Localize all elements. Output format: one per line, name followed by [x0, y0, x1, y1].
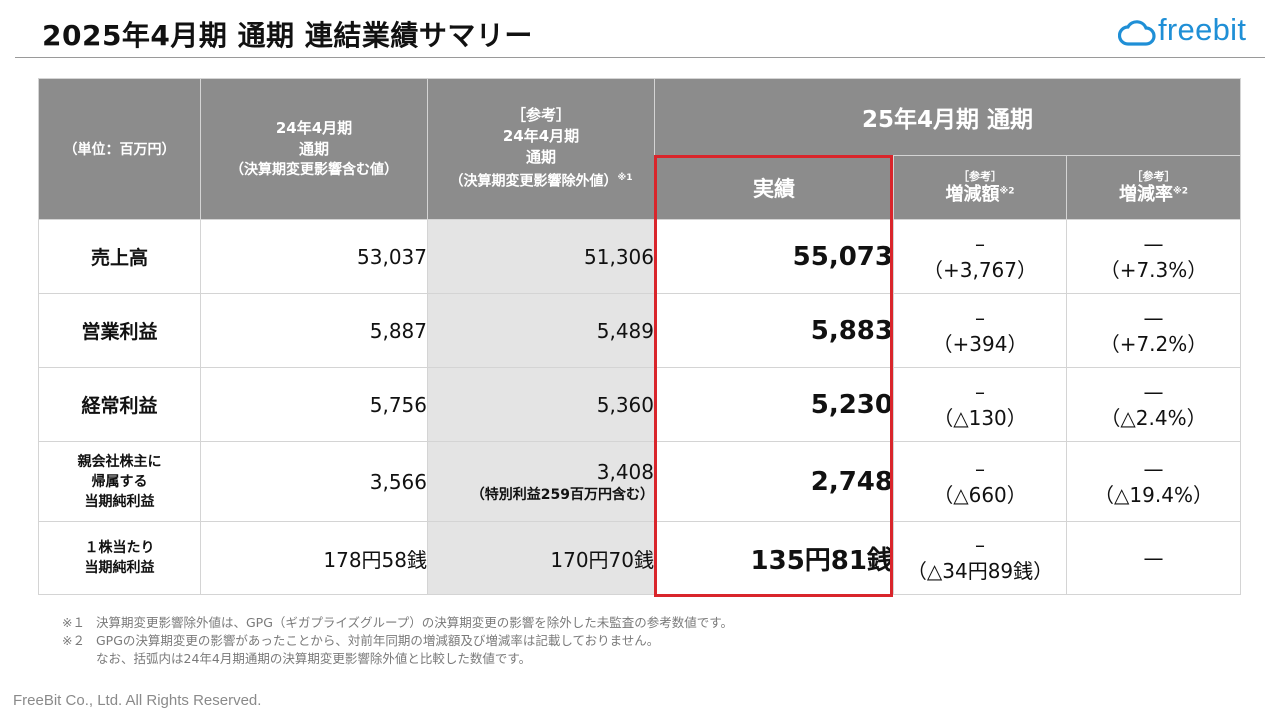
- ref-note: （特別利益259百万円含む）: [470, 486, 654, 503]
- actual-value: 5,883: [654, 293, 894, 368]
- prev-value: 53,037: [200, 219, 428, 294]
- copyright: FreeBit Co., Ltd. All Rights Reserved.: [13, 692, 262, 709]
- prev-value: 3,566: [200, 441, 428, 522]
- diff-rate: — （△19.4%）: [1066, 441, 1241, 522]
- ref-value: 51,306: [427, 219, 655, 294]
- actual-value: 135円81銭: [654, 521, 894, 595]
- row-label: 親会社株主に 帰属する 当期純利益: [38, 441, 201, 522]
- row-label: 売上高: [38, 219, 201, 294]
- diff-amount: – （△130）: [893, 367, 1067, 442]
- table-row: 売上高 53,037 51,306 55,073 – （+3,767） — （+7.…: [38, 219, 1241, 294]
- cloud-icon: [1118, 20, 1156, 46]
- diff-amount: – （△34円89銭）: [893, 521, 1067, 595]
- diff-amount: – （△660）: [893, 441, 1067, 522]
- table-row: １株当たり 当期純利益 178円58銭 170円70銭 135円81銭 – （△3…: [38, 521, 1241, 595]
- actual-value: 2,748: [654, 441, 894, 522]
- footnote: なお、括弧内は24年4月期通期の決算期変更影響除外値と比較した数値です。: [96, 651, 532, 666]
- diff-amount: – （+3,767）: [893, 219, 1067, 294]
- ref-value: 5,489: [427, 293, 655, 368]
- logo-text: freebit: [1158, 12, 1247, 47]
- diff-amount: – （+394）: [893, 293, 1067, 368]
- page-title: 2025年4月期 通期 連結業績サマリー: [42, 19, 533, 52]
- ref-value: 3,408 （特別利益259百万円含む）: [427, 441, 655, 522]
- actual-value: 5,230: [654, 367, 894, 442]
- unit-header: （単位：百万円）: [38, 78, 201, 220]
- diff-rate: —: [1066, 521, 1241, 595]
- diff-rate: — （△2.4%）: [1066, 367, 1241, 442]
- diff-rate: — （+7.2%）: [1066, 293, 1241, 368]
- diff-rate: — （+7.3%）: [1066, 219, 1241, 294]
- row-label: 営業利益: [38, 293, 201, 368]
- prev-value: 5,887: [200, 293, 428, 368]
- actual-value: 55,073: [654, 219, 894, 294]
- prev-value: 178円58銭: [200, 521, 428, 595]
- table-row: 経常利益 5,756 5,360 5,230 – （△130） — （△2.4%）: [38, 367, 1241, 442]
- current-year-group-header: 25年4月期 通期: [654, 78, 1241, 156]
- footnote: ※２ GPGの決算期変更の影響があったことから、対前年同期の増減額及び増減率は記載…: [62, 633, 660, 648]
- results-summary-table: （単位：百万円） 24年4月期 通期 （決算期変更影響含む値） ［参考］ 24年…: [38, 78, 1241, 595]
- ref-value: 5,360: [427, 367, 655, 442]
- row-label: １株当たり 当期純利益: [38, 521, 201, 595]
- footnote: ※１ 決算期変更影響除外値は、GPG（ギガプライズグループ）の決算期変更の影響を除…: [62, 615, 734, 630]
- table-row: 営業利益 5,887 5,489 5,883 – （+394） — （+7.2%）: [38, 293, 1241, 368]
- title-divider: [15, 57, 1265, 58]
- reference-header: ［参考］ 24年4月期 通期 （決算期変更影響除外値）※1: [427, 78, 655, 220]
- diff-rate-header: ［参考］ 増減率※2: [1066, 155, 1241, 220]
- diff-amount-header: ［参考］ 増減額※2: [893, 155, 1067, 220]
- row-label: 経常利益: [38, 367, 201, 442]
- prev-value: 5,756: [200, 367, 428, 442]
- table-row: 親会社株主に 帰属する 当期純利益 3,566 3,408 （特別利益259百万…: [38, 441, 1241, 522]
- footnotes: ※１ 決算期変更影響除外値は、GPG（ギガプライズグループ）の決算期変更の影響を除…: [62, 614, 733, 668]
- ref-value: 170円70銭: [427, 521, 655, 595]
- actual-header: 実績: [654, 155, 894, 220]
- freebit-logo: freebit: [1118, 12, 1266, 50]
- prev-year-header: 24年4月期 通期 （決算期変更影響含む値）: [200, 78, 428, 220]
